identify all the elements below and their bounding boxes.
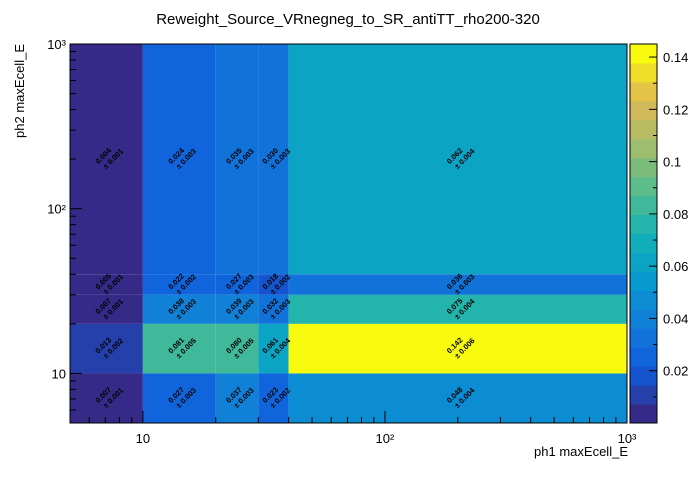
color-scale-segment [630,195,657,216]
color-scale-segment [630,385,657,405]
heatmap-cell [70,323,143,374]
color-scale-segment [630,366,657,386]
heatmap-cell [215,44,259,275]
heatmap-cell [288,323,627,374]
color-scale-label: 0.06 [663,259,688,274]
color-scale-segment [630,100,657,121]
heatmap-cell [70,294,143,324]
color-scale-segment [630,119,657,140]
heatmap-cell [288,274,627,295]
color-scale-label: 0.1 [663,155,681,170]
heatmap-cells [70,44,627,423]
x-tick-label: 10³ [618,431,637,446]
color-scale-segment [630,404,657,424]
heatmap-cell [142,294,216,324]
color-scale-segment [630,62,657,83]
axes: 10 10² 10³ 10 10² 10³ [47,37,637,446]
color-scale-segment [630,309,657,329]
heatmap-cell [142,323,216,374]
heatmap-cell [142,373,216,423]
heatmap-cell [70,44,143,275]
color-scale-label: 0.02 [663,364,688,379]
x-tick-label: 10² [376,431,395,446]
color-scale-segment [630,81,657,102]
color-scale-segment [630,290,657,310]
color-scale-frame [629,43,658,424]
heatmap-cell [215,274,259,295]
heatmap-cell [215,323,259,374]
color-scale-label: 0.08 [663,207,688,222]
chart-title: Reweight_Source_VRnegneg_to_SR_antiTT_rh… [156,11,540,28]
color-scale-segment [630,157,657,178]
y-axis-label: ph2 maxEcell_E [12,44,27,138]
heatmap-cell [258,44,289,275]
heatmap-cell [70,274,143,295]
y-tick-label: 10² [47,202,66,217]
color-scale-segment [630,252,657,272]
x-tick-label: 10 [136,431,150,446]
heatmap-cell [258,274,289,295]
color-scale-label: 0.04 [663,311,688,326]
heatmap-cell [70,373,143,423]
color-scale-segment [630,176,657,197]
color-scale-segment [630,138,657,159]
heatmap-cell [258,373,289,423]
heatmap-cell [215,373,259,423]
color-scale-segment [630,233,657,253]
heatmap-cell [288,44,627,275]
heatmap-cell [258,323,289,374]
y-tick-label: 10³ [47,37,66,52]
color-scale-bar: 0.02 0.04 0.06 0.08 0.1 0.12 0.14 [629,43,688,424]
heatmap-cell [258,294,289,324]
x-axis-label: ph1 maxEcell_E [534,444,628,459]
color-scale-segment [630,347,657,367]
color-scale-segment [630,44,657,64]
color-scale-segment [630,214,657,234]
color-scale-label: 0.12 [663,102,688,117]
heatmap-cell [288,373,627,423]
color-scale-label: 0.14 [663,50,688,65]
heatmap-cell [142,44,216,275]
heatmap-cell [288,294,627,324]
heatmap-cell [142,274,216,295]
color-scale-segment [630,328,657,348]
y-tick-label: 10 [52,366,66,381]
heatmap-cell [215,294,259,324]
plot-frame [69,43,628,424]
color-scale-segment [630,271,657,291]
